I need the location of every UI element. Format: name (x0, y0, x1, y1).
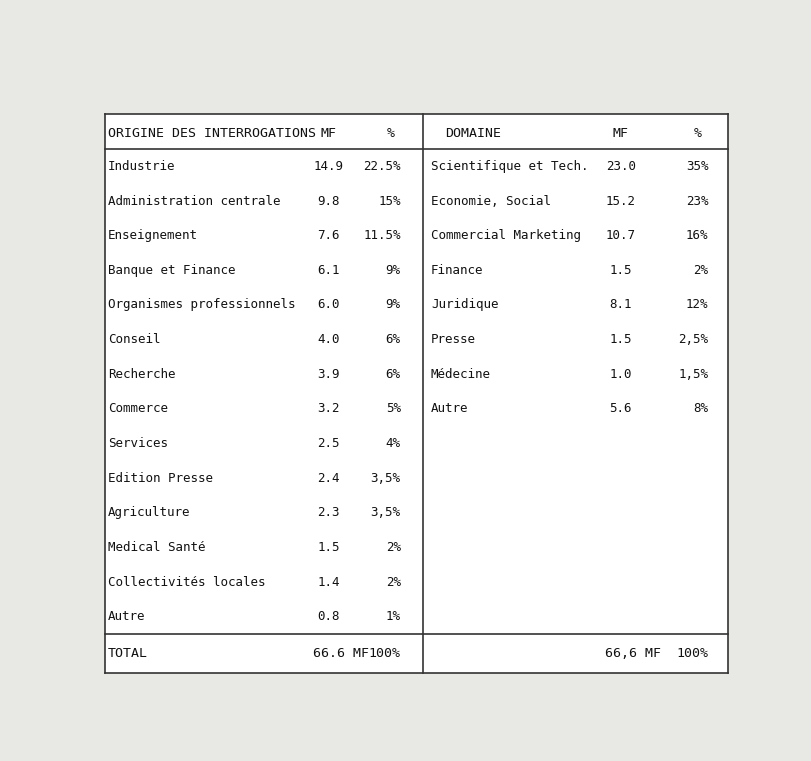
Text: 2%: 2% (693, 264, 707, 277)
Text: 66.6 MF: 66.6 MF (313, 647, 369, 660)
Text: 8.1: 8.1 (609, 298, 631, 311)
Text: Juridique: Juridique (431, 298, 498, 311)
Text: 14.9: 14.9 (313, 160, 343, 173)
Text: Edition Presse: Edition Presse (108, 472, 212, 485)
Text: %: % (693, 127, 702, 140)
Text: 11.5%: 11.5% (363, 229, 400, 242)
Text: 15.2: 15.2 (605, 195, 635, 208)
Text: Conseil: Conseil (108, 333, 160, 346)
Text: Scientifique et Tech.: Scientifique et Tech. (431, 160, 588, 173)
Text: 1.0: 1.0 (609, 368, 631, 380)
Text: 5%: 5% (385, 403, 400, 416)
Text: MF: MF (612, 127, 628, 140)
Text: DOMAINE: DOMAINE (445, 127, 501, 140)
Text: Commerce: Commerce (108, 403, 168, 416)
Text: Services: Services (108, 437, 168, 450)
Text: Autre: Autre (108, 610, 145, 623)
Text: 2%: 2% (385, 575, 400, 589)
Text: 3.2: 3.2 (317, 403, 340, 416)
Text: 6.1: 6.1 (317, 264, 340, 277)
Text: 3.9: 3.9 (317, 368, 340, 380)
Text: 5.6: 5.6 (609, 403, 631, 416)
Text: 22.5%: 22.5% (363, 160, 400, 173)
Text: 8%: 8% (693, 403, 707, 416)
Text: Organismes professionnels: Organismes professionnels (108, 298, 295, 311)
Text: Economie, Social: Economie, Social (431, 195, 550, 208)
Text: Enseignement: Enseignement (108, 229, 197, 242)
Text: 1,5%: 1,5% (677, 368, 707, 380)
Text: Medical Santé: Medical Santé (108, 541, 205, 554)
Text: 15%: 15% (378, 195, 400, 208)
Text: 2.3: 2.3 (317, 506, 340, 520)
Text: 2.4: 2.4 (317, 472, 340, 485)
Text: 1.5: 1.5 (609, 264, 631, 277)
Text: 1.5: 1.5 (317, 541, 340, 554)
Text: 10.7: 10.7 (605, 229, 635, 242)
Text: 7.6: 7.6 (317, 229, 340, 242)
Text: Agriculture: Agriculture (108, 506, 190, 520)
Text: Administration centrale: Administration centrale (108, 195, 280, 208)
Text: 100%: 100% (368, 647, 400, 660)
Text: Presse: Presse (431, 333, 475, 346)
Text: 12%: 12% (685, 298, 707, 311)
Text: 100%: 100% (676, 647, 707, 660)
Text: 1.4: 1.4 (317, 575, 340, 589)
Text: 1.5: 1.5 (609, 333, 631, 346)
Text: MF: MF (320, 127, 337, 140)
Text: 3,5%: 3,5% (370, 506, 400, 520)
Text: Commercial Marketing: Commercial Marketing (431, 229, 580, 242)
Text: 9%: 9% (385, 298, 400, 311)
Text: 2.5: 2.5 (317, 437, 340, 450)
Text: 4.0: 4.0 (317, 333, 340, 346)
Text: 0.8: 0.8 (317, 610, 340, 623)
Text: Industrie: Industrie (108, 160, 175, 173)
Text: 6%: 6% (385, 368, 400, 380)
Text: Finance: Finance (431, 264, 483, 277)
Text: Médecine: Médecine (431, 368, 491, 380)
Text: 4%: 4% (385, 437, 400, 450)
Text: 2,5%: 2,5% (677, 333, 707, 346)
Text: 23.0: 23.0 (605, 160, 635, 173)
Text: 1%: 1% (385, 610, 400, 623)
Text: 2%: 2% (385, 541, 400, 554)
Text: 66,6 MF: 66,6 MF (604, 647, 660, 660)
Text: 9.8: 9.8 (317, 195, 340, 208)
Text: ORIGINE DES INTERROGATIONS: ORIGINE DES INTERROGATIONS (108, 127, 315, 140)
Text: 16%: 16% (685, 229, 707, 242)
Text: TOTAL: TOTAL (108, 647, 148, 660)
Text: 3,5%: 3,5% (370, 472, 400, 485)
Text: 23%: 23% (685, 195, 707, 208)
Text: 6.0: 6.0 (317, 298, 340, 311)
Text: 6%: 6% (385, 333, 400, 346)
Text: %: % (386, 127, 394, 140)
Text: Autre: Autre (431, 403, 468, 416)
Text: 35%: 35% (685, 160, 707, 173)
Text: Banque et Finance: Banque et Finance (108, 264, 235, 277)
Text: Collectivités locales: Collectivités locales (108, 575, 265, 589)
Text: 9%: 9% (385, 264, 400, 277)
Text: Recherche: Recherche (108, 368, 175, 380)
